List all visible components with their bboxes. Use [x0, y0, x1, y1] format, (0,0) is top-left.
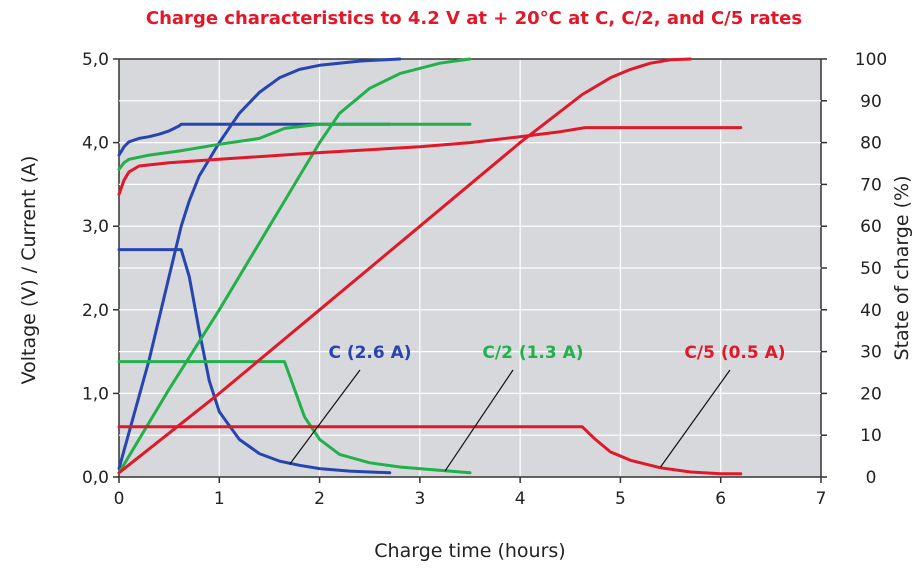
y2-tick-label: 40 — [860, 301, 882, 321]
series-line-c-2-voltage — [117, 122, 472, 171]
x-tick-label: 2 — [314, 489, 325, 509]
y2-tick-label: 20 — [860, 384, 882, 404]
y2-tick-label: 50 — [860, 259, 882, 279]
y-tick-label: 3,0 — [82, 217, 109, 237]
x-tick-label: 6 — [715, 489, 726, 509]
x-axis-label: Charge time (hours) — [374, 540, 565, 562]
tick-labels: 0 1 2 3 4 5 6 7 0,0 1,0 2,0 3,0 4,0 5,0 0 10 20 30 40 50 60 7… — [82, 50, 887, 509]
annotation-label: C/5 (0.5 A) — [684, 343, 785, 363]
x-tick-label: 5 — [615, 489, 626, 509]
series-line-c-5-current — [117, 425, 743, 476]
annotation-labels: C (2.6 A) C/2 (1.3 A) C/5 (0.5 A) — [328, 343, 785, 363]
y-tick-label: 1,0 — [82, 384, 109, 404]
y-tick-label: 2,0 — [82, 301, 109, 321]
y-axis-label: Voltage (V) / Current (A) — [18, 156, 40, 385]
series-line-c-voltage — [117, 122, 392, 157]
x-tick-label: 0 — [114, 489, 125, 509]
x-tick-label: 3 — [414, 489, 425, 509]
series-line-c-5-state-of-charge — [117, 57, 693, 475]
annotation-leader-line — [444, 369, 514, 472]
annotation-label: C/2 (1.3 A) — [482, 343, 583, 363]
y2-tick-label: 30 — [860, 343, 882, 363]
chart-title: Charge characteristics to 4.2 V at + 20°… — [146, 8, 802, 29]
annotation-leader-line — [289, 369, 361, 465]
annotation-label: C (2.6 A) — [328, 343, 411, 363]
series-line-c-5-voltage — [117, 126, 743, 196]
y2-tick-label: 60 — [860, 217, 882, 237]
series-line-c-2-state-of-charge — [117, 57, 472, 475]
y-tick-label: 4,0 — [82, 134, 109, 154]
y2-tick-label: 70 — [860, 175, 882, 195]
annotation-leader-line — [660, 369, 731, 468]
y2-tick-label: 10 — [860, 426, 882, 446]
x-tick-label: 7 — [816, 489, 827, 509]
x-tick-label: 1 — [214, 489, 225, 509]
annotation-leaders — [289, 369, 731, 472]
grid-lines — [118, 58, 822, 478]
x-tick-label: 4 — [515, 489, 526, 509]
series-line-c-state-of-charge — [117, 57, 402, 471]
y-tick-label: 5,0 — [82, 50, 109, 70]
y-tick-label: 0,0 — [82, 468, 109, 488]
y2-tick-label: 0 — [866, 468, 877, 488]
y2-tick-label: 80 — [860, 134, 882, 154]
y2-tick-label: 90 — [860, 92, 882, 112]
series-lines — [117, 57, 743, 476]
y2-axis-label: State of charge (%) — [891, 176, 913, 361]
y2-tick-label: 100 — [855, 50, 887, 70]
series-line-c-2-current — [117, 360, 472, 475]
